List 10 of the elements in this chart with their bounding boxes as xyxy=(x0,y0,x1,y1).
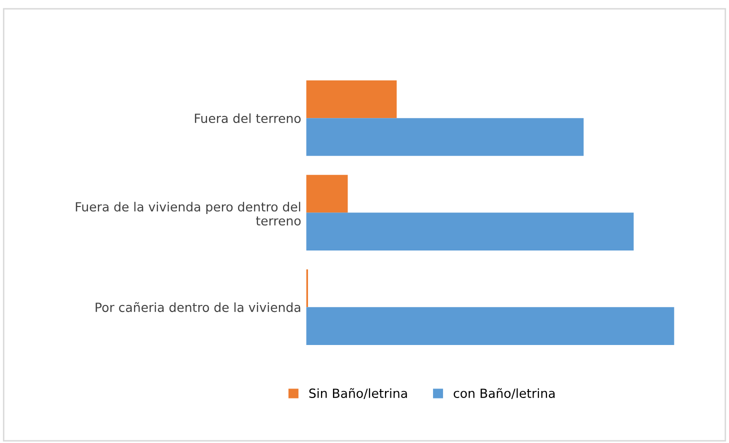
y-tick-label: Por cañeria dentro de la vivienda xyxy=(96,302,300,312)
bar xyxy=(306,118,584,156)
y-tick-label: Fuera del terreno xyxy=(194,113,301,124)
y-tick-label: Fuera de la vivienda pero dentro del terreno xyxy=(76,202,301,226)
legend-label: con Baño/letrina xyxy=(454,388,555,399)
bar xyxy=(306,174,348,213)
bar xyxy=(306,80,397,118)
bar xyxy=(306,307,674,345)
legend-label: Sin Baño/letrina xyxy=(309,388,407,399)
bar xyxy=(306,212,634,250)
